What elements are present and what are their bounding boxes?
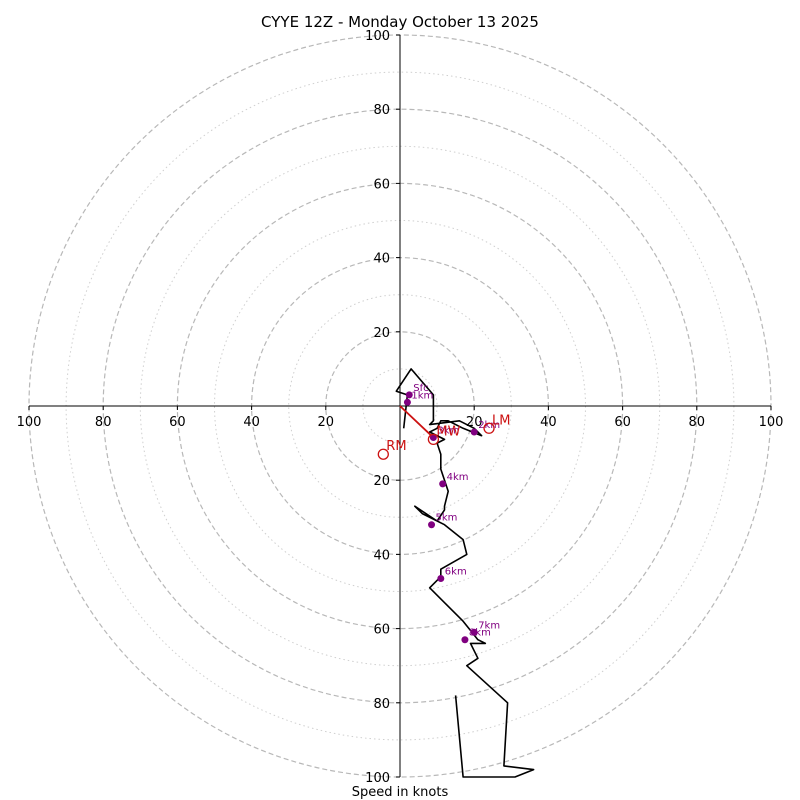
x-tick-label: 80: [95, 415, 112, 430]
height-marker-label: 8km: [469, 628, 491, 639]
wind-profile-line: [395, 368, 535, 778]
height-marker-label: 5km: [436, 513, 458, 524]
height-marker-label: 2km: [478, 420, 500, 431]
height-marker-label: 4km: [447, 472, 469, 483]
motion-marker-label: LM: [492, 413, 510, 428]
height-marker: [405, 391, 413, 399]
y-tick-label: 100: [365, 771, 390, 786]
height-marker-label: 3km: [437, 426, 459, 437]
y-tick-label: 100: [365, 29, 390, 44]
height-marker: [439, 480, 447, 488]
x-tick-label: 100: [17, 415, 42, 430]
x-axis-label: Speed in knots: [352, 785, 449, 800]
height-marker: [437, 575, 445, 583]
chart-title: CYYE 12Z - Monday October 13 2025: [261, 13, 539, 31]
x-tick-label: 80: [689, 415, 706, 430]
x-tick-label: 60: [169, 415, 186, 430]
x-tick-label: 20: [318, 415, 335, 430]
x-tick-label: 100: [759, 415, 784, 430]
height-marker: [470, 428, 478, 436]
y-tick-label: 20: [373, 326, 390, 341]
x-tick-label: 40: [243, 415, 260, 430]
y-tick-label: 20: [373, 474, 390, 489]
motion-marker: [483, 422, 495, 434]
height-marker-label: 1km: [411, 390, 433, 401]
height-marker-label: 6km: [445, 567, 467, 578]
height-marker: [429, 434, 437, 442]
motion-marker-label: RM: [386, 439, 406, 454]
y-tick-label: 60: [373, 623, 390, 638]
motion-marker: [427, 433, 440, 446]
y-tick-label: 60: [373, 177, 390, 192]
height-marker-label: 7km: [478, 620, 500, 631]
motion-marker: [377, 448, 389, 460]
height-marker: [403, 398, 411, 406]
height-marker: [461, 636, 469, 644]
x-tick-label: 60: [614, 415, 631, 430]
height-marker: [428, 521, 436, 529]
y-tick-label: 80: [373, 103, 390, 118]
motion-marker-label: MW: [436, 424, 460, 439]
height-marker-label: Sfc: [413, 383, 428, 394]
mean-wind-line: [399, 405, 435, 439]
x-tick-label: 40: [540, 415, 557, 430]
series: [395, 368, 535, 778]
height-marker: [470, 628, 478, 636]
y-tick-label: 40: [373, 548, 390, 563]
y-tick-label: 80: [373, 697, 390, 712]
y-tick-label: 40: [373, 252, 390, 267]
